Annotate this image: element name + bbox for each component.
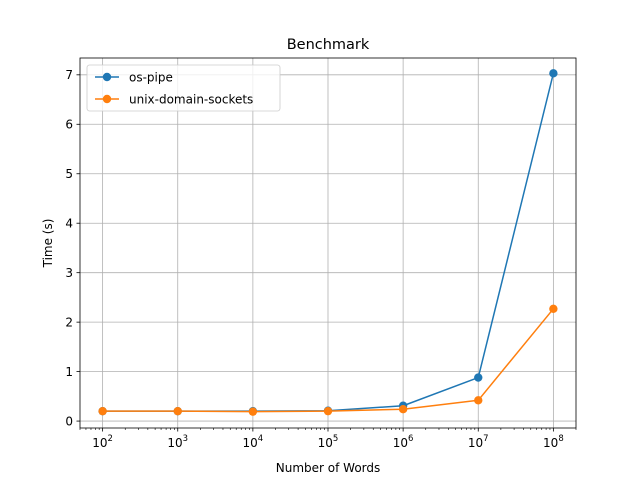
ticks: 102 103 104 105 106 107 108 0 1 2 3 4 5 6 7 — [65, 68, 577, 450]
data-point — [398, 405, 408, 414]
x-axis-label: Number of Words — [276, 461, 381, 475]
grid — [80, 58, 576, 428]
y-axis-label: Time (s) — [41, 219, 55, 269]
y-tick-label: 7 — [65, 68, 73, 82]
x-tick-label: 103 — [167, 434, 188, 450]
y-tick-label: 4 — [65, 217, 73, 231]
y-tick-label: 5 — [65, 167, 73, 181]
legend-label: unix-domain-sockets — [129, 92, 253, 106]
data-point — [248, 407, 258, 416]
data-point — [474, 396, 483, 405]
data-point — [323, 406, 333, 416]
chart-title: Benchmark — [287, 37, 370, 53]
x-tick-label: 108 — [543, 434, 564, 450]
legend-label: os-pipe — [129, 70, 173, 84]
y-tick-label: 0 — [65, 414, 73, 428]
data-point — [173, 406, 182, 416]
legend-marker — [102, 72, 112, 82]
y-tick-label: 2 — [65, 315, 73, 329]
x-tick-label: 105 — [318, 434, 339, 450]
y-tick-label: 6 — [65, 118, 73, 132]
y-tick-label: 3 — [65, 266, 73, 280]
data-point — [474, 373, 483, 382]
legend: os-pipe unix-domain-sockets — [86, 64, 281, 112]
x-tick-label: 102 — [92, 434, 113, 450]
data-point — [549, 69, 558, 78]
series-group — [98, 69, 558, 416]
legend-box — [86, 64, 281, 112]
data-point — [549, 304, 558, 313]
x-tick-label: 106 — [393, 434, 414, 450]
x-tick-label: 104 — [243, 434, 264, 450]
y-tick-label: 1 — [65, 365, 73, 379]
data-point — [98, 406, 107, 416]
x-tick-label: 107 — [468, 434, 489, 450]
legend-marker — [102, 94, 112, 104]
